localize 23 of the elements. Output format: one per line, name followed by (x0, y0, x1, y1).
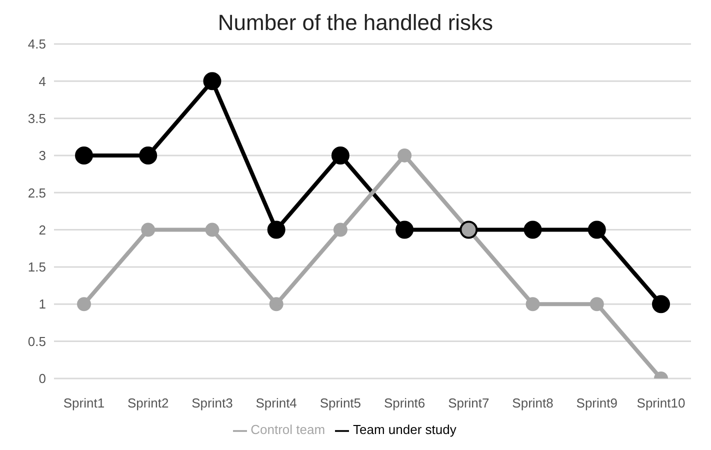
y-tick-label: 3 (38, 148, 46, 164)
y-tick-label: 1.5 (28, 260, 46, 275)
y-tick-label: 0.5 (28, 334, 46, 349)
x-tick-label: Sprint5 (320, 396, 362, 411)
chart-title: Number of the handled risks (216, 9, 494, 37)
x-tick-label: Sprint8 (512, 396, 554, 411)
x-tick-label: Sprint4 (256, 396, 297, 411)
x-tick-label: Sprint6 (384, 396, 426, 411)
y-tick-label: 2 (38, 222, 46, 238)
y-tick-label: 3.5 (28, 110, 46, 126)
y-tick-label: 4.5 (28, 36, 46, 52)
legend-label: Control team (250, 422, 326, 438)
legend-label: Team under study (353, 422, 456, 438)
y-tick-label: 1 (38, 296, 46, 312)
y-tick-label: 4 (38, 74, 46, 89)
y-tick-label: 0 (38, 371, 46, 386)
x-tick-label: Sprint7 (448, 396, 490, 411)
y-tick-label: 2.5 (28, 185, 46, 200)
x-tick-label: Sprint10 (636, 396, 686, 411)
x-tick-label: Sprint3 (192, 396, 233, 411)
x-tick-label: Sprint2 (128, 396, 169, 411)
x-tick-label: Sprint9 (576, 396, 618, 411)
x-tick-label: Sprint1 (63, 396, 105, 411)
